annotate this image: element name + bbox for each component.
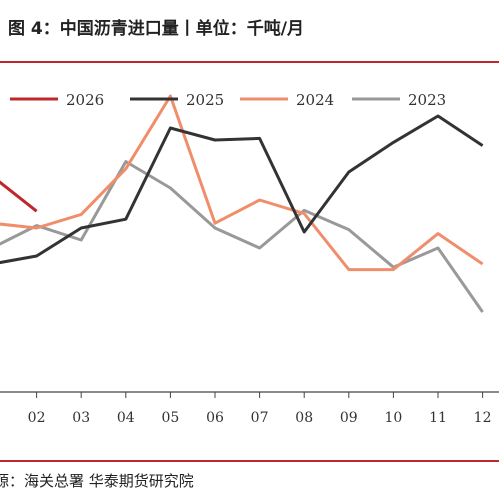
x-tick-label: 12 (474, 410, 492, 426)
legend-label-2023: 2023 (408, 91, 446, 109)
legend-label-2026: 2026 (66, 91, 104, 109)
x-tick-label: 07 (251, 410, 269, 426)
legend-label-2024: 2024 (296, 91, 334, 109)
top-divider (0, 61, 499, 63)
series-line-2024 (0, 94, 484, 272)
legend-label-2025: 2025 (186, 91, 224, 109)
x-tick-label: 06 (206, 410, 224, 426)
bottom-divider (0, 460, 499, 462)
x-tick-label: 05 (161, 410, 179, 426)
series-line-2023 (0, 160, 484, 313)
x-tick-label: 09 (340, 410, 358, 426)
x-tick-label: 08 (295, 410, 313, 426)
series-line-2026 (0, 180, 38, 213)
chart-title: 图 4：中国沥青进口量丨单位：千吨/月 (8, 19, 304, 39)
x-tick-label: 04 (117, 410, 135, 426)
x-tick-label: 10 (384, 410, 402, 426)
source-note: 源：海关总署 华泰期货研究院 (0, 472, 194, 490)
x-tick-label: 11 (429, 410, 447, 426)
x-tick-label: 02 (28, 410, 46, 426)
x-tick-label: 03 (72, 410, 90, 426)
series-line-2025 (0, 114, 484, 265)
